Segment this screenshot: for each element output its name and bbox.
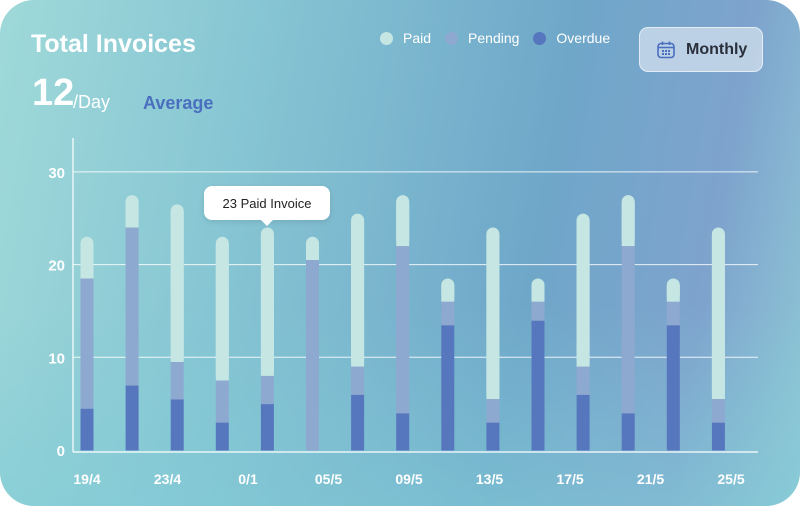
bar-segment-overdue (170, 399, 184, 451)
bar-segment-paid (711, 234, 725, 400)
bar-segment-pending (260, 375, 274, 405)
average-label: Average (143, 93, 214, 113)
average-unit: /Day (73, 92, 111, 112)
bar-segment-pending (215, 380, 229, 423)
card-title: Total Invoices (31, 30, 196, 58)
bar-segment-paid (215, 243, 229, 381)
x-tick-label: 17/5 (556, 471, 583, 487)
bar-segment-pending (125, 227, 139, 386)
period-label: Monthly (686, 40, 748, 58)
overdue-dot-icon (533, 31, 547, 45)
x-tick-label: 19/4 (73, 471, 100, 487)
bar-tooltip: 23 Paid Invoice (204, 186, 330, 226)
bar-segment-paid (666, 285, 680, 302)
bar-segment-overdue (351, 394, 365, 451)
bar-segment-overdue (621, 412, 635, 451)
bar-segment-paid (306, 243, 319, 260)
bar-segment-paid (260, 234, 274, 376)
bar-segment-paid (531, 285, 545, 302)
x-tick-label: 13/5 (476, 471, 503, 487)
bar-segment-paid (486, 234, 500, 400)
bar-segment-overdue (531, 320, 545, 451)
average-value: 12 (32, 72, 75, 114)
x-tick-label: 0/1 (238, 471, 258, 487)
bar-segment-pending (666, 301, 680, 326)
legend-label: Pending (468, 30, 520, 46)
legend-paid: Paid (380, 30, 431, 46)
x-tick-label: 21/5 (637, 471, 664, 487)
bar-segment-paid (441, 285, 455, 302)
bar-segment-pending (531, 301, 545, 321)
bar-segment-paid (576, 220, 590, 367)
bar-segment-pending (170, 361, 184, 400)
legend-overdue: Overdue (533, 30, 610, 46)
bar-segment-paid (170, 211, 184, 362)
legend-label: Paid (403, 30, 432, 46)
bar-segment-overdue (486, 422, 500, 451)
period-select-button[interactable]: Monthly (639, 27, 763, 72)
bar-segment-paid (621, 202, 635, 247)
calendar-icon (657, 41, 675, 58)
bar-segment-pending (711, 399, 725, 423)
chart-legend: Paid Pending Overdue (380, 30, 610, 46)
bar-segment-overdue (576, 394, 590, 451)
bar-segment-overdue (125, 385, 139, 451)
bar-segment-pending (80, 278, 94, 409)
y-tick-label: 30 (48, 165, 65, 182)
bar-segment-overdue (260, 403, 274, 451)
bar-segment-paid (80, 243, 94, 279)
bar-segment-overdue (441, 324, 455, 451)
pending-dot-icon (445, 31, 459, 45)
bar-segment-overdue (80, 408, 94, 451)
bar-segment-pending (621, 246, 635, 414)
bar-segment-pending (306, 259, 319, 451)
bar-segment-paid (351, 220, 365, 367)
bar-segment-paid (125, 202, 139, 228)
paid-dot-icon (380, 31, 393, 45)
bar-segment-overdue (215, 422, 229, 451)
bar-segment-paid (396, 202, 410, 247)
bar-segment-overdue (666, 324, 680, 451)
y-tick-label: 10 (48, 350, 65, 367)
bar-segment-pending (351, 366, 365, 395)
y-tick-label: 20 (48, 258, 65, 275)
x-tick-label: 09/5 (395, 471, 422, 487)
y-tick-label: 0 (57, 443, 65, 460)
legend-pending: Pending (445, 30, 519, 46)
bar-segment-pending (576, 366, 590, 395)
bar-segment-overdue (711, 422, 725, 451)
x-tick-label: 05/5 (315, 471, 342, 487)
legend-label: Overdue (556, 30, 611, 46)
bar-segment-overdue (396, 412, 410, 451)
bar-segment-pending (441, 301, 455, 326)
x-tick-label: 23/4 (154, 471, 181, 487)
x-tick-label: 25/5 (717, 471, 744, 487)
bar-segment-pending (486, 399, 500, 423)
bar-segment-pending (396, 246, 410, 414)
